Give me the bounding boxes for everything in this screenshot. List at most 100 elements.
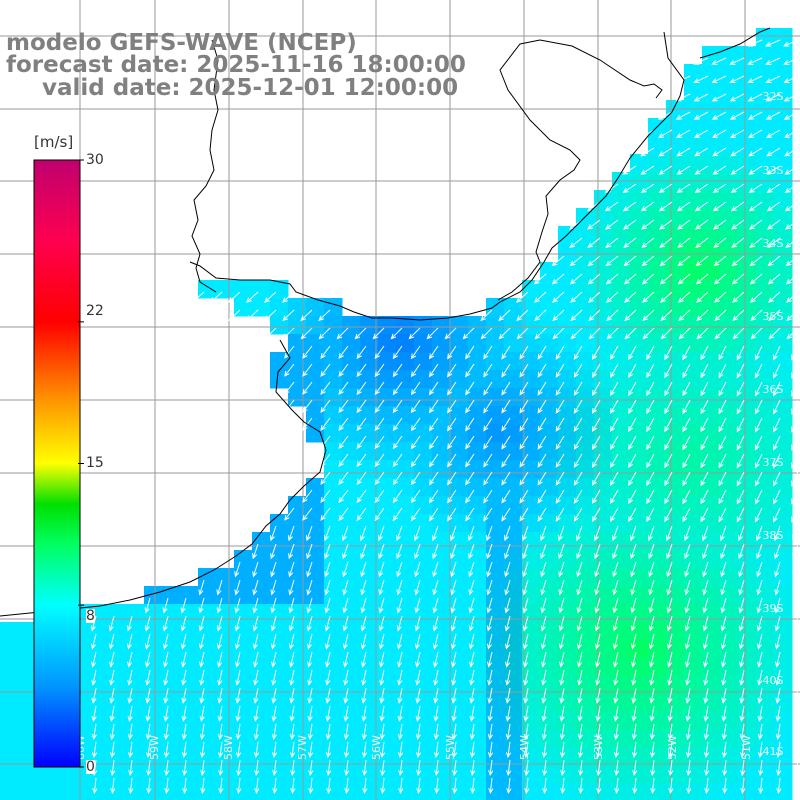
wind-arrow	[343, 651, 349, 668]
field-cell	[594, 622, 613, 641]
wind-arrow	[338, 417, 349, 432]
field-cell	[756, 46, 775, 65]
field-cell	[504, 676, 523, 695]
field-cell	[450, 478, 469, 497]
field-cell	[234, 604, 253, 623]
wind-arrow	[604, 201, 619, 212]
field-cell	[414, 766, 433, 785]
field-cell	[612, 406, 631, 425]
wind-arrow	[606, 309, 619, 322]
wind-arrow	[682, 435, 691, 451]
wind-arrow	[289, 741, 296, 758]
wind-arrow	[784, 147, 799, 157]
wind-arrow	[483, 507, 493, 522]
wind-arrow	[465, 453, 475, 468]
wind-arrow	[610, 417, 619, 433]
field-cell	[288, 658, 307, 677]
field-cell	[576, 406, 595, 425]
wind-arrow	[628, 435, 637, 451]
field-cell	[774, 28, 793, 47]
wind-arrow	[541, 723, 547, 740]
wind-arrow	[610, 507, 619, 523]
wind-arrow	[703, 723, 709, 740]
field-cell	[90, 658, 109, 677]
wind-arrow	[451, 651, 457, 668]
wind-arrow	[591, 345, 601, 360]
wind-arrow	[469, 705, 475, 722]
wind-arrow	[594, 615, 601, 632]
field-cell	[684, 694, 703, 713]
wind-arrow	[613, 723, 619, 740]
field-cell	[504, 622, 523, 641]
field-cell	[648, 784, 667, 800]
wind-arrow	[378, 561, 385, 578]
wind-arrow	[284, 507, 295, 521]
wind-arrow	[323, 525, 331, 542]
field-cell	[252, 622, 271, 641]
field-cell	[774, 766, 793, 785]
wind-arrow	[270, 579, 277, 596]
wind-arrow	[396, 561, 403, 578]
field-cell	[342, 712, 361, 731]
lon-label: 52W	[666, 735, 679, 760]
wind-arrow	[198, 579, 205, 596]
wind-arrow	[252, 579, 259, 596]
field-cell	[738, 514, 757, 533]
field-cell	[162, 730, 181, 749]
wind-arrow	[127, 651, 133, 668]
wind-arrow	[181, 687, 187, 704]
field-cell	[756, 154, 775, 173]
wind-arrow	[392, 489, 403, 504]
field-cell	[342, 676, 361, 695]
field-cell	[252, 694, 271, 713]
wind-arrow	[623, 255, 637, 267]
wind-arrow	[468, 561, 475, 578]
field-cell	[738, 622, 757, 641]
lat-label: 35S	[763, 310, 784, 323]
field-cell	[234, 712, 253, 731]
field-cell	[378, 658, 397, 677]
wind-arrow	[739, 687, 745, 704]
field-cell	[702, 604, 721, 623]
wind-arrow	[449, 525, 457, 542]
field-cell	[648, 208, 667, 227]
lon-label: 56W	[370, 735, 383, 760]
wind-arrow	[721, 651, 727, 668]
field-cell	[774, 190, 793, 209]
wind-arrow	[729, 93, 745, 102]
field-cell	[576, 460, 595, 479]
wind-arrow	[766, 201, 781, 212]
wind-arrow	[702, 579, 709, 596]
wind-arrow	[320, 489, 331, 503]
wind-arrow	[569, 255, 583, 267]
wind-arrow	[284, 363, 295, 377]
field-cell	[468, 406, 487, 425]
wind-arrow	[284, 345, 295, 359]
field-cell	[198, 622, 217, 641]
wind-arrow	[624, 291, 637, 303]
wind-arrow	[162, 597, 169, 614]
field-cell	[504, 514, 523, 533]
field-cell	[0, 658, 19, 677]
wind-arrow	[747, 75, 763, 84]
wind-arrow	[374, 417, 385, 432]
field-cell	[504, 712, 523, 731]
field-cell	[738, 766, 757, 785]
field-cell	[306, 766, 325, 785]
wind-arrow	[558, 615, 565, 632]
wind-arrow	[738, 633, 745, 650]
wind-arrow	[410, 345, 421, 360]
field-cell	[126, 622, 145, 641]
wind-arrow	[374, 363, 385, 378]
field-cell	[684, 622, 703, 641]
field-cell	[540, 442, 559, 461]
field-cell	[540, 496, 559, 515]
field-cell	[198, 766, 217, 785]
wind-arrow	[498, 309, 511, 322]
field-cell	[72, 766, 91, 785]
field-cell	[630, 208, 649, 227]
wind-arrow	[668, 759, 674, 777]
wind-arrow	[718, 399, 727, 415]
lat-label: 32S	[763, 90, 784, 103]
field-cell	[594, 640, 613, 659]
